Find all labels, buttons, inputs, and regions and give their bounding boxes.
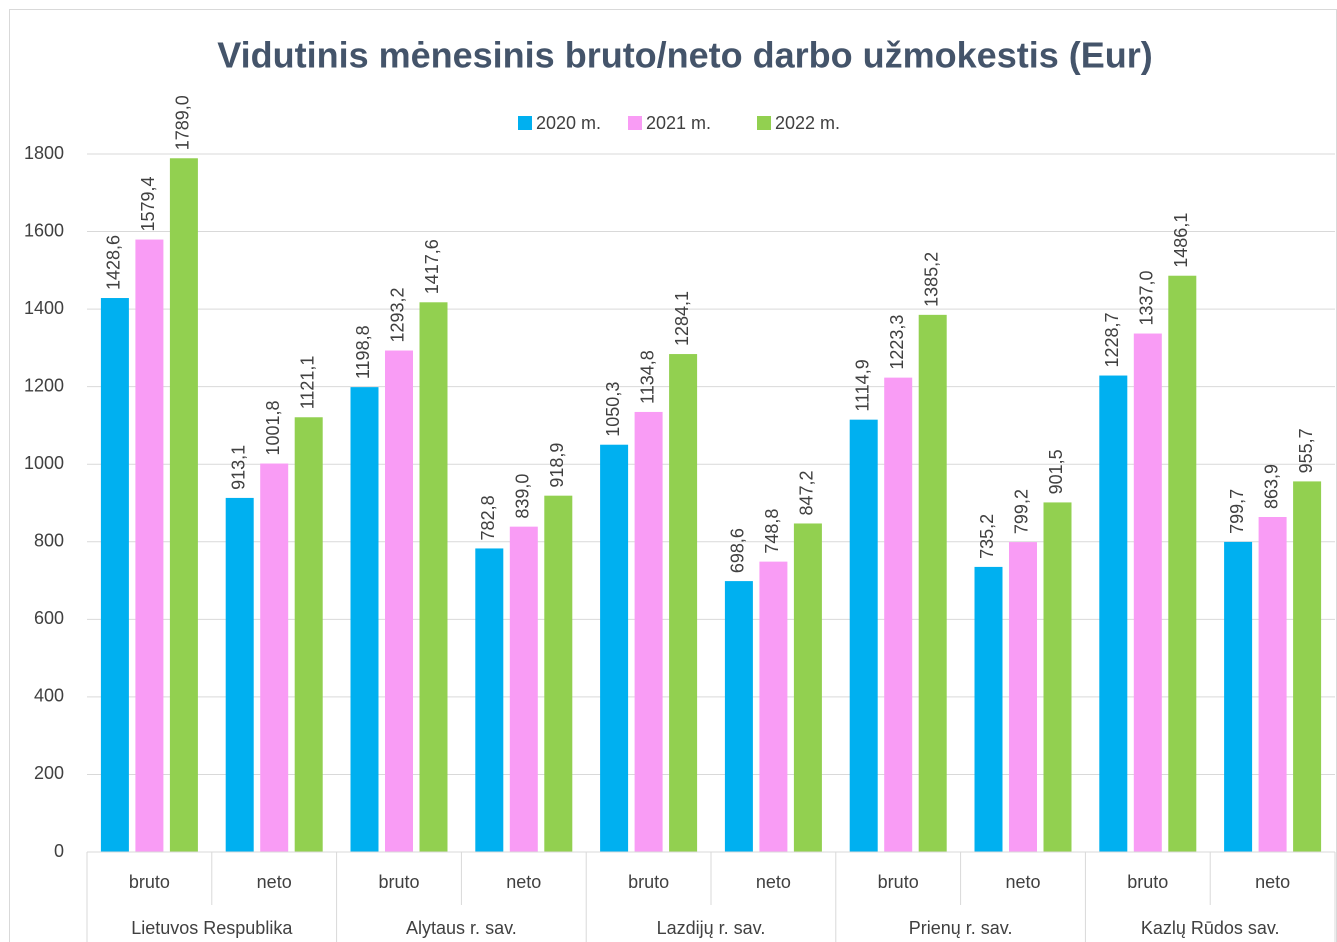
bar (1168, 275, 1197, 852)
x-tick-label: bruto (1127, 872, 1168, 892)
y-tick-label: 600 (34, 608, 64, 628)
bar (294, 417, 323, 852)
x-tick-label: bruto (878, 872, 919, 892)
y-tick-label: 1000 (24, 453, 64, 473)
bar (974, 566, 1003, 852)
data-label: 863,9 (1261, 464, 1281, 509)
bar (1099, 375, 1128, 852)
bar (669, 354, 698, 852)
x-tick-label: bruto (378, 872, 419, 892)
group-label: Prienų r. sav. (909, 918, 1013, 938)
y-tick-label: 0 (54, 841, 64, 861)
data-label: 799,2 (1012, 489, 1032, 534)
x-tick-label: bruto (129, 872, 170, 892)
y-tick-label: 1400 (24, 298, 64, 318)
bar (385, 350, 413, 852)
bar (918, 314, 947, 852)
bar (1224, 541, 1253, 852)
bar (1258, 516, 1287, 852)
bar (225, 497, 254, 852)
data-label: 847,2 (797, 470, 817, 515)
legend-swatch (518, 116, 532, 130)
y-tick-label: 1800 (24, 143, 64, 163)
x-tick-label: neto (506, 872, 541, 892)
bar (419, 302, 448, 852)
y-tick-label: 200 (34, 763, 64, 783)
bar (1009, 542, 1037, 852)
data-label: 913,1 (228, 445, 248, 490)
data-label: 1228,7 (1102, 312, 1122, 367)
data-label: 1223,3 (887, 315, 907, 370)
data-label: 748,8 (762, 509, 782, 554)
data-label: 1198,8 (353, 325, 373, 379)
group-label: Lazdijų r. sav. (657, 918, 766, 938)
data-label: 735,2 (977, 514, 997, 559)
data-label: 1385,2 (921, 252, 941, 307)
legend-label: 2022 m. (775, 113, 840, 133)
data-label: 901,5 (1046, 449, 1066, 494)
bar (1043, 502, 1072, 852)
bar (475, 548, 504, 852)
legend-swatch (628, 116, 642, 130)
bar (634, 411, 663, 852)
bar (759, 561, 788, 852)
data-label: 1337,0 (1137, 270, 1157, 325)
bar (1293, 481, 1322, 852)
legend-label: 2021 m. (646, 113, 711, 133)
bar (100, 298, 129, 853)
x-tick-label: bruto (628, 872, 669, 892)
data-label: 1050,3 (603, 382, 623, 437)
data-label: 1001,8 (263, 400, 283, 455)
bar (724, 581, 753, 852)
x-tick-label: neto (756, 872, 791, 892)
bar (260, 463, 289, 852)
bar (793, 523, 822, 852)
group-label: Lietuvos Respublika (131, 918, 293, 938)
x-tick-label: neto (257, 872, 292, 892)
data-label: 1579,4 (138, 176, 158, 231)
bar (600, 444, 629, 852)
bar (135, 239, 164, 853)
x-tick-label: neto (1255, 872, 1290, 892)
data-label: 1134,8 (637, 350, 657, 404)
data-label: 1293,2 (388, 287, 408, 342)
legend-swatch (757, 116, 771, 130)
y-tick-label: 400 (34, 686, 64, 706)
data-label: 1486,1 (1171, 213, 1191, 268)
bar (544, 495, 573, 852)
y-tick-label: 1200 (24, 375, 64, 395)
data-label: 839,0 (513, 474, 533, 519)
bar (509, 526, 538, 852)
data-label: 1789,0 (173, 95, 193, 150)
y-tick-label: 800 (34, 531, 64, 551)
group-label: Kazlų Rūdos sav. (1141, 918, 1280, 938)
data-label: 1417,6 (422, 239, 442, 294)
data-label: 799,7 (1227, 489, 1247, 534)
bar (1133, 333, 1162, 852)
data-label: 1114,9 (852, 359, 872, 411)
bar (849, 419, 878, 852)
legend-label: 2020 m. (536, 113, 601, 133)
data-label: 955,7 (1296, 428, 1316, 473)
data-label: 1121,1 (297, 356, 317, 410)
x-tick-label: neto (1005, 872, 1040, 892)
chart-title: Vidutinis mėnesinis bruto/neto darbo užm… (217, 35, 1152, 76)
data-label: 782,8 (478, 495, 498, 540)
data-label: 918,9 (547, 443, 567, 488)
y-tick-label: 1600 (24, 220, 64, 240)
data-label: 1428,6 (104, 235, 124, 290)
data-label: 698,6 (728, 528, 748, 573)
data-label: 1284,1 (672, 291, 692, 346)
bar (169, 158, 198, 852)
group-label: Alytaus r. sav. (406, 918, 517, 938)
bar (884, 377, 913, 852)
bar (350, 387, 379, 852)
